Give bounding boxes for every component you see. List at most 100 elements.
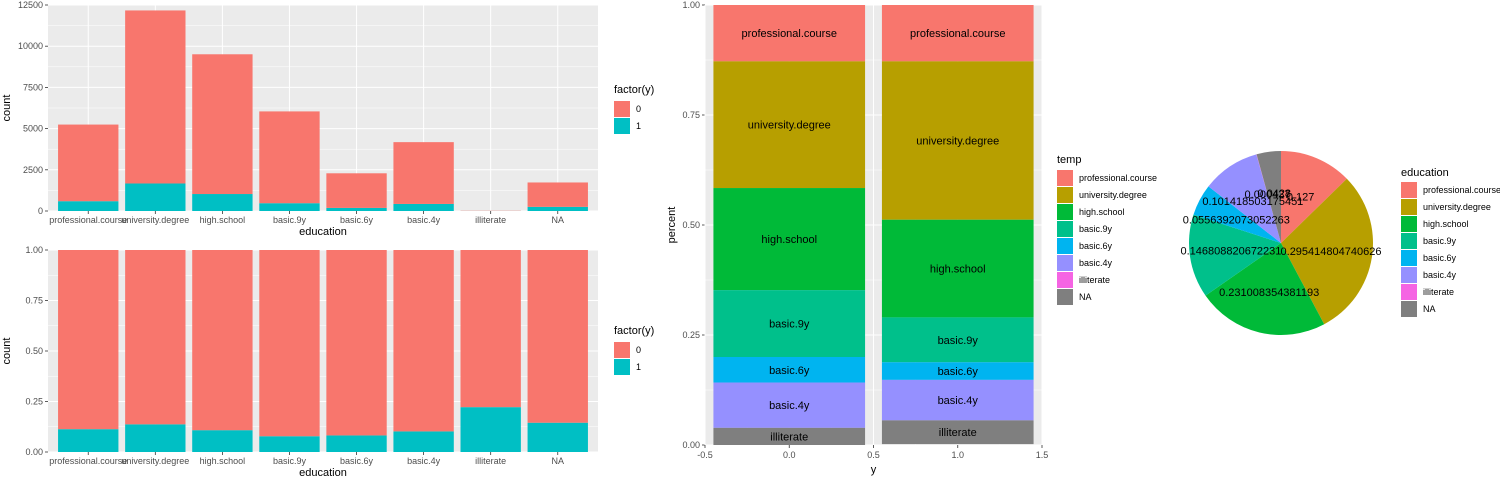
legend-label: university.degree (1423, 202, 1491, 212)
x-axis-title: education (299, 226, 347, 238)
bar-basic.4y-y1 (393, 431, 454, 452)
legend-label: 0 (636, 345, 641, 355)
legend-label: NA (1423, 304, 1436, 314)
legend-label: professional.course (1423, 185, 1500, 195)
legend-label: 1 (636, 362, 641, 372)
legend-key (1401, 182, 1417, 198)
bar-segment-professional.course (713, 5, 866, 62)
bar-university.degree-y0 (125, 10, 186, 184)
pie-slice-basic.6y (1193, 186, 1281, 243)
pie-slice-label: 0.000437 (1245, 189, 1291, 201)
bar-segment-university.degree (713, 61, 866, 189)
segment-label: basic.4y (769, 400, 810, 412)
x-tick-label: basic.9y (273, 456, 307, 466)
y-tick-label: 10000 (18, 41, 43, 51)
legend-label: basic.6y (1079, 241, 1113, 251)
y-tick-label: 12500 (18, 0, 43, 10)
pie-slice-basic.4y (1208, 154, 1281, 243)
bar-basic.6y-y0 (326, 173, 387, 208)
x-tick-label: NA (551, 215, 564, 225)
x-tick-label: basic.9y (273, 215, 307, 225)
legend-label: illiterate (1079, 275, 1110, 285)
pie-slice-professional.course (1281, 151, 1347, 243)
x-tick-label: professional.course (49, 215, 127, 225)
legend-label: university.degree (1079, 190, 1147, 200)
bar-basic.4y-y1 (393, 203, 454, 211)
legend-key (1057, 238, 1073, 254)
legend-key (1401, 199, 1417, 215)
bar-university.degree-y1 (125, 424, 186, 452)
y-tick-label: 0.25 (682, 330, 700, 340)
legend-key (1401, 267, 1417, 283)
bar-NA-y1 (527, 422, 588, 452)
x-tick-label: high.school (200, 215, 246, 225)
percent-by-y-chart: 0.00 0.25 0.50 0.75 1.00 -0.5 0.0 0.5 1.0 1.5 prof… (666, 0, 1157, 476)
y-tick-label: 0.50 (25, 346, 43, 356)
segment-label: university.degree (916, 136, 999, 148)
legend-label: high.school (1423, 219, 1469, 229)
legend-key (1401, 233, 1417, 249)
legend-key (1057, 289, 1073, 305)
bar-segment-high.school (881, 219, 1034, 318)
x-tick-label: basic.6y (340, 215, 374, 225)
x-tick-label: university.degree (121, 456, 189, 466)
bar-illiterate-y0 (460, 250, 521, 408)
x-tick-label: basic.6y (340, 456, 374, 466)
pie-slice-label: 0.127 (1287, 191, 1315, 203)
y-tick-label: 7500 (23, 82, 43, 92)
bar-basic.6y-y1 (326, 435, 387, 452)
x-tick-label: -0.5 (697, 450, 713, 460)
x-tick-label: basic.4y (407, 456, 441, 466)
legend-label: basic.4y (1079, 258, 1113, 268)
bar-segment-university.degree (881, 61, 1034, 220)
pie-slice-university.degree (1281, 178, 1373, 325)
bar-basic.4y-y0 (393, 250, 454, 432)
y-tick-label: 0.25 (25, 397, 43, 407)
y-tick-label: 0.75 (682, 110, 700, 120)
x-tick-label: 0.5 (867, 450, 880, 460)
legend-label: 1 (636, 121, 641, 131)
legend-title: factor(y) (614, 84, 654, 96)
bar-NA-y1 (527, 206, 588, 211)
bar-professional.course-y1 (58, 201, 119, 211)
bar-NA-y0 (527, 182, 588, 207)
legend-title: education (1401, 167, 1449, 179)
y-tick-label: 1.00 (682, 0, 700, 10)
legend-title: temp (1057, 154, 1081, 166)
bar-basic.9y-y0 (259, 111, 320, 204)
legend-label: illiterate (1423, 287, 1454, 297)
y-axis-title: count (1, 95, 13, 122)
bar-high.school-y1 (192, 430, 253, 452)
bar-segment-basic.6y (881, 362, 1034, 380)
bar-segment-basic.9y (713, 290, 866, 357)
bar-segment-basic.4y (881, 379, 1034, 421)
x-axis-title: education (299, 467, 347, 479)
y-tick-label: 5000 (23, 124, 43, 134)
bar-professional.course-y0 (58, 124, 119, 202)
education-pie-chart: 0.127 0.295414804740626 0.231008354381193 0… (1180, 151, 1500, 335)
legend-key (1057, 204, 1073, 220)
legend-label: basic.9y (1423, 236, 1457, 246)
legend-key (614, 342, 630, 358)
bar-segment-basic.4y (713, 382, 866, 428)
bar-university.degree-y0 (125, 250, 186, 425)
bar-segment-professional.course (881, 5, 1034, 62)
bar-high.school-y0 (192, 54, 253, 195)
legend-key (1401, 216, 1417, 232)
bar-segment-high.school (713, 188, 866, 291)
x-tick-label: professional.course (49, 456, 127, 466)
legend-key (614, 359, 630, 375)
bar-university.degree-y1 (125, 183, 186, 211)
bar-professional.course-y0 (58, 250, 119, 430)
pie-slice-NA (1256, 151, 1281, 243)
y-tick-label: 0.00 (682, 440, 700, 450)
segment-label: basic.6y (769, 365, 810, 377)
y-axis-title: percent (666, 207, 678, 244)
bar-segment-basic.9y (881, 317, 1034, 363)
legend-label: basic.9y (1079, 224, 1113, 234)
bar-segment-NA (713, 427, 866, 445)
pie-slice-illiterate (1256, 154, 1281, 243)
pie-slice-label: 0.101418503175451 (1202, 196, 1303, 208)
legend-key (1401, 250, 1417, 266)
